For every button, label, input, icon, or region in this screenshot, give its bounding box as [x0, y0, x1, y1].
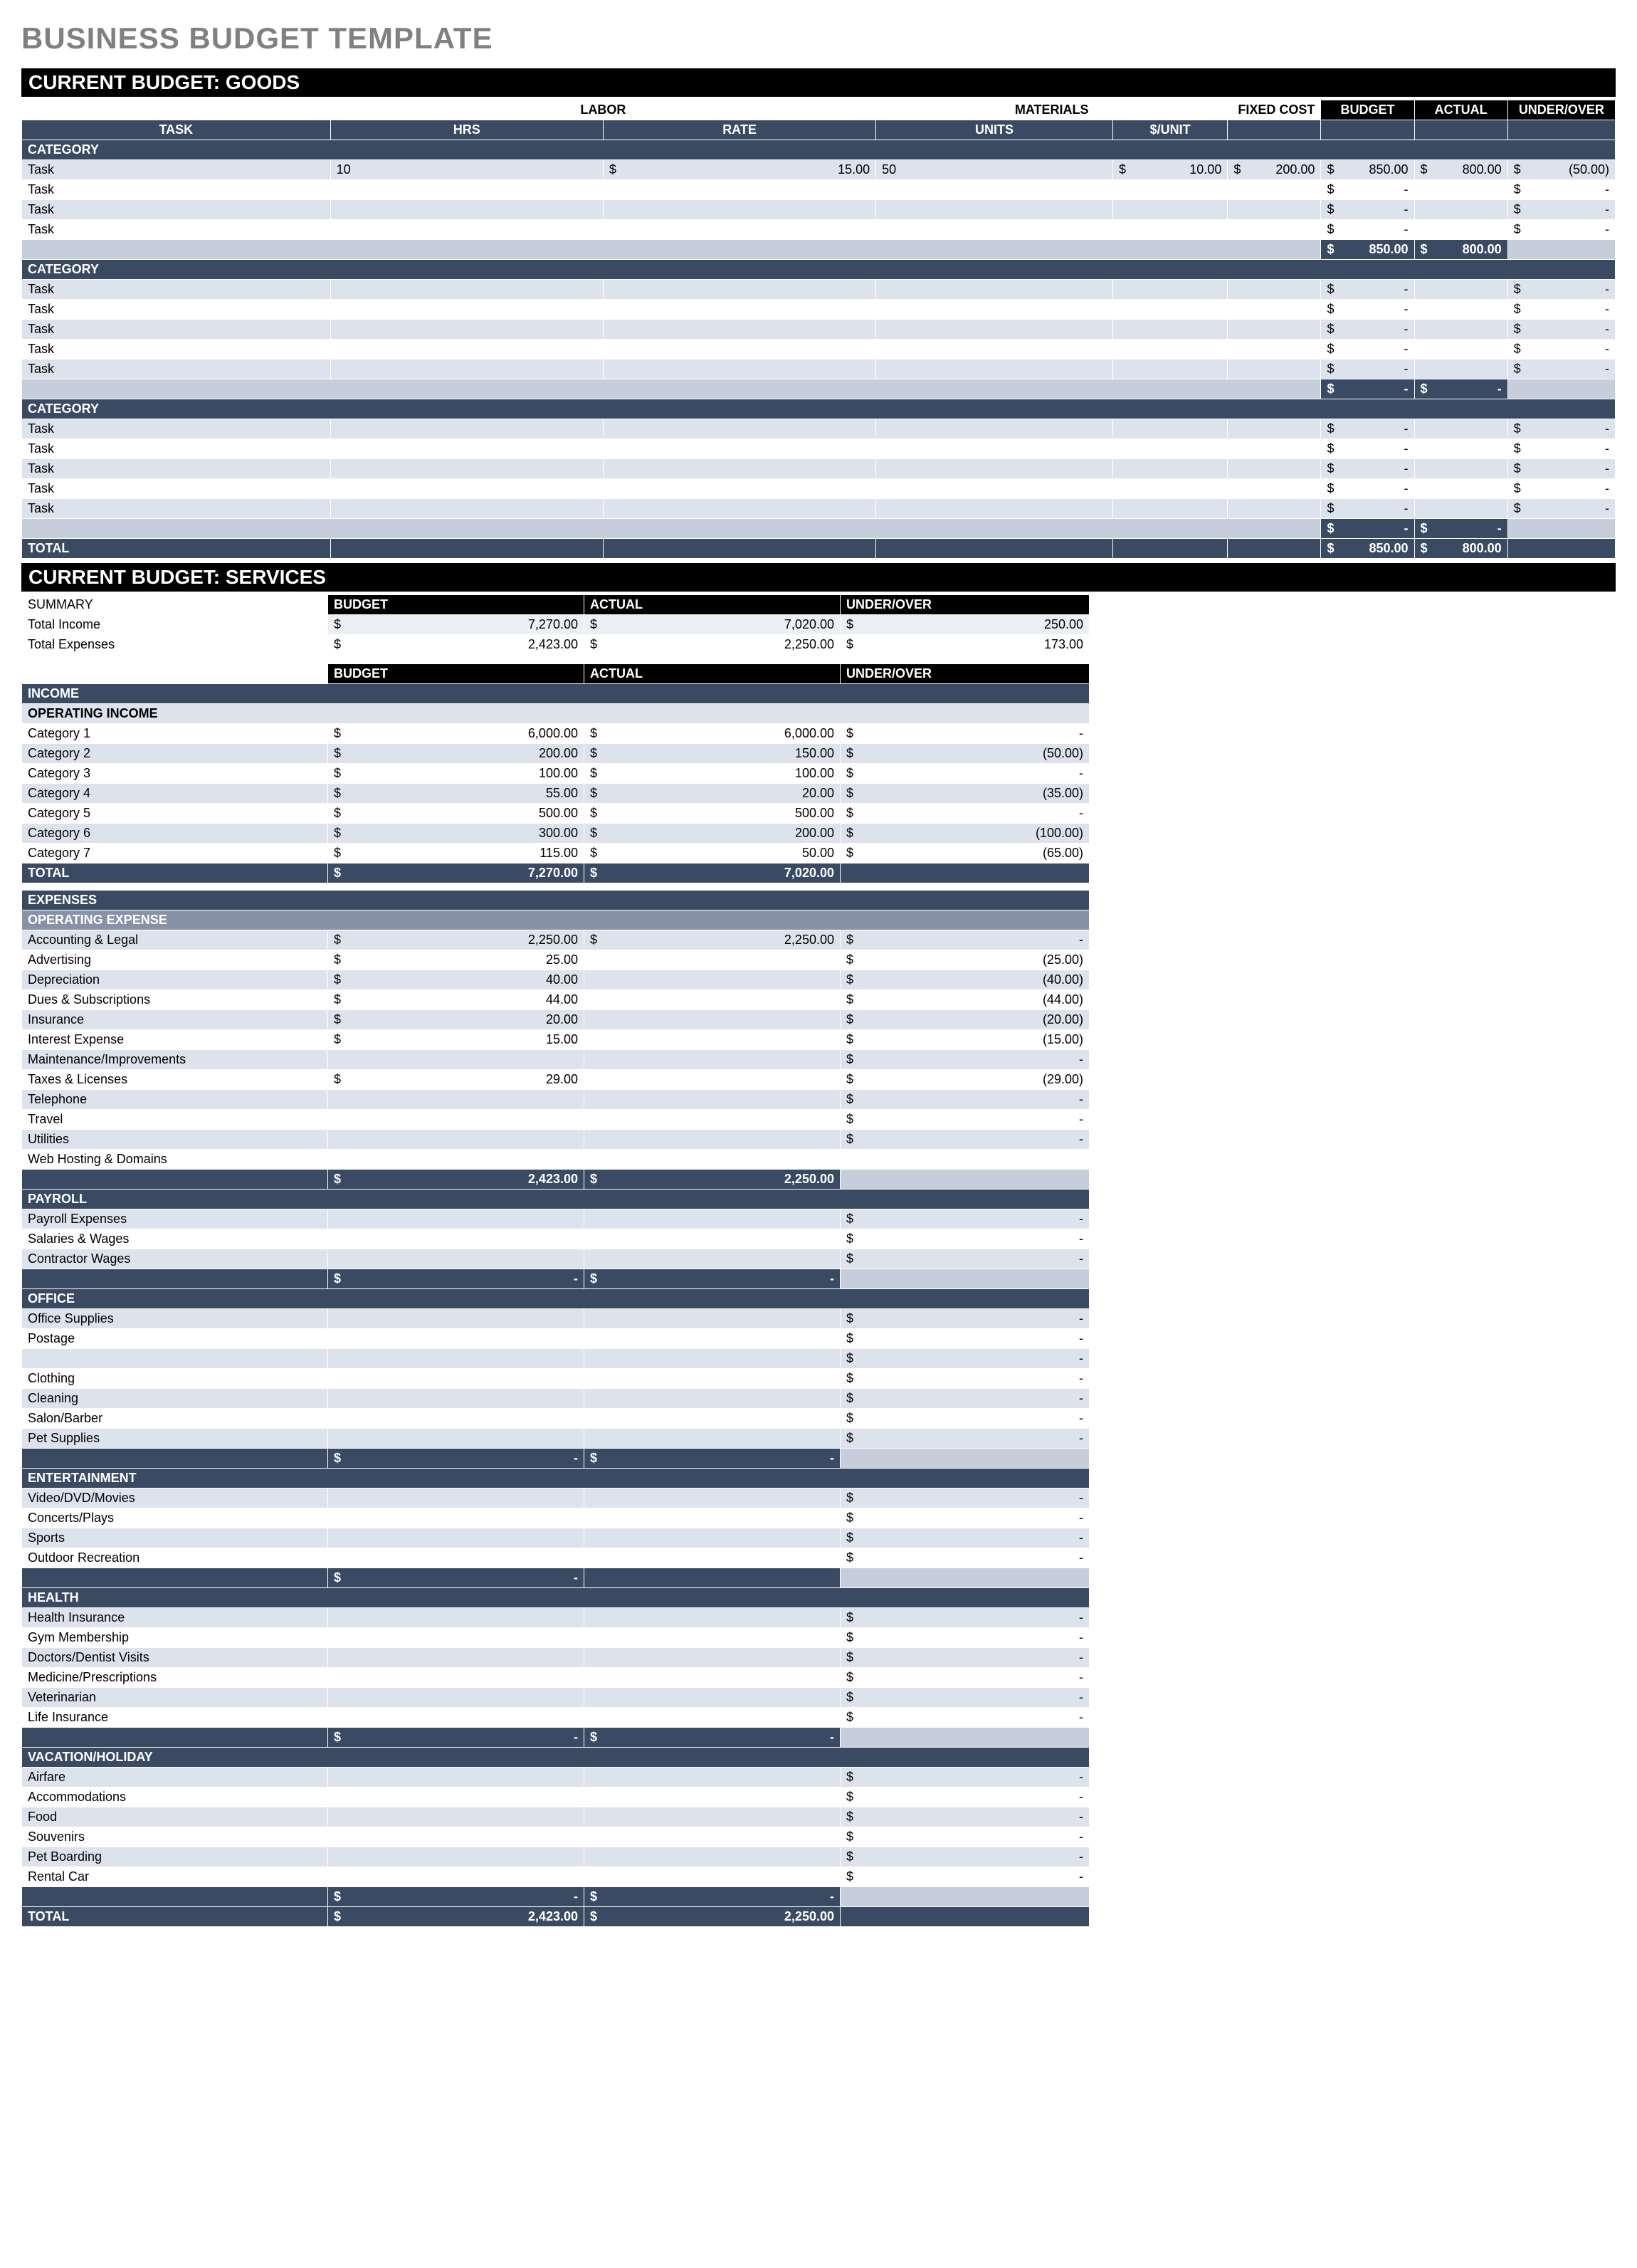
goods-category-header: CATEGORY [22, 399, 1616, 419]
expense-row: Souvenirs$- [22, 1827, 1090, 1847]
goods-table: LABOR MATERIALS FIXED COST BUDGET ACTUAL… [21, 100, 1616, 559]
goods-row: Task$-$- [22, 359, 1616, 379]
goods-row: Task$-$- [22, 200, 1616, 220]
expense-row: Accommodations$- [22, 1787, 1090, 1807]
goods-row: Task$-$- [22, 280, 1616, 300]
goods-row: Task10$15.0050$10.00$200.00$850.00$800.0… [22, 160, 1616, 180]
expense-row: Contractor Wages$- [22, 1249, 1090, 1269]
services-summary-table: SUMMARY BUDGET ACTUAL UNDER/OVER Total I… [21, 594, 1090, 655]
page-title: BUSINESS BUDGET TEMPLATE [21, 21, 1616, 56]
goods-row: Task$-$- [22, 180, 1616, 200]
expense-row: Travel$- [22, 1110, 1090, 1130]
expense-row: Salon/Barber$- [22, 1409, 1090, 1429]
services-total: TOTAL $2,423.00 $2,250.00 [22, 1907, 1090, 1927]
expense-row: Clothing$- [22, 1369, 1090, 1389]
expense-group-header: HEALTH [22, 1588, 1090, 1608]
expense-row: Sports$- [22, 1528, 1090, 1548]
goods-subtotal: $-$- [22, 519, 1616, 539]
expense-row: Video/DVD/Movies$- [22, 1489, 1090, 1508]
income-row: Category 4$55.00$20.00$(35.00) [22, 784, 1090, 804]
goods-row: Task$-$- [22, 479, 1616, 499]
expense-row: Gym Membership$- [22, 1628, 1090, 1648]
expense-row: Life Insurance$- [22, 1708, 1090, 1728]
income-row: Category 6$300.00$200.00$(100.00) [22, 824, 1090, 844]
section-goods-heading: CURRENT BUDGET: GOODS [21, 68, 1616, 97]
expense-group-header: ENTERTAINMENT [22, 1469, 1090, 1489]
expense-row: Utilities$- [22, 1130, 1090, 1150]
goods-row: Task$-$- [22, 459, 1616, 479]
expense-row: Concerts/Plays$- [22, 1508, 1090, 1528]
summary-row: Total Expenses$2,423.00$2,250.00$173.00 [22, 635, 1090, 655]
goods-total-row: TOTAL $850.00 $800.00 [22, 539, 1616, 559]
expense-group-header: OPERATING EXPENSE [22, 910, 1090, 930]
expense-group-header: VACATION/HOLIDAY [22, 1748, 1090, 1768]
expense-row: Dues & Subscriptions$44.00$(44.00) [22, 990, 1090, 1010]
expense-row: Advertising$25.00$(25.00) [22, 950, 1090, 970]
expense-row: Medicine/Prescriptions$- [22, 1668, 1090, 1688]
expense-row: Maintenance/Improvements$- [22, 1050, 1090, 1070]
expense-row: Outdoor Recreation$- [22, 1548, 1090, 1568]
expense-subtotal: $2,423.00$2,250.00 [22, 1170, 1090, 1190]
expense-row: Pet Boarding$- [22, 1847, 1090, 1867]
services-detail-table: BUDGET ACTUAL UNDER/OVER INCOME OPERATIN… [21, 663, 1090, 1927]
expense-row: Payroll Expenses$- [22, 1209, 1090, 1229]
expense-row: Taxes & Licenses$29.00$(29.00) [22, 1070, 1090, 1090]
section-services-heading: CURRENT BUDGET: SERVICES [21, 563, 1616, 592]
income-row: Category 3$100.00$100.00$- [22, 764, 1090, 784]
expense-row: Veterinarian$- [22, 1688, 1090, 1708]
goods-subtotal: $850.00$800.00 [22, 240, 1616, 260]
summary-row: Total Income$7,270.00$7,020.00$250.00 [22, 615, 1090, 635]
goods-row: Task$-$- [22, 419, 1616, 439]
income-row: Category 1$6,000.00$6,000.00$- [22, 724, 1090, 744]
expense-row: Postage$- [22, 1329, 1090, 1349]
expense-row: Telephone$- [22, 1090, 1090, 1110]
goods-row: Task$-$- [22, 439, 1616, 459]
goods-header: TASK HRS RATE UNITS $/UNIT [22, 120, 1616, 140]
goods-subtotal: $-$- [22, 379, 1616, 399]
expense-row: Accounting & Legal$2,250.00$2,250.00$- [22, 930, 1090, 950]
goods-category-header: CATEGORY [22, 140, 1616, 160]
expense-subtotal: $-$- [22, 1887, 1090, 1907]
income-row: Category 7$115.00$50.00$(65.00) [22, 844, 1090, 863]
goods-category-header: CATEGORY [22, 260, 1616, 280]
expense-row: Web Hosting & Domains [22, 1150, 1090, 1170]
income-row: Category 5$500.00$500.00$- [22, 804, 1090, 824]
goods-row: Task$-$- [22, 220, 1616, 240]
expense-row: Interest Expense$15.00$(15.00) [22, 1030, 1090, 1050]
expense-row: Health Insurance$- [22, 1608, 1090, 1628]
expense-row: Food$- [22, 1807, 1090, 1827]
goods-row: Task$-$- [22, 340, 1616, 359]
goods-row: Task$-$- [22, 300, 1616, 320]
expense-row: Rental Car$- [22, 1867, 1090, 1887]
goods-superheader: LABOR MATERIALS FIXED COST BUDGET ACTUAL… [22, 100, 1616, 120]
income-row: Category 2$200.00$150.00$(50.00) [22, 744, 1090, 764]
expense-subtotal: $-$- [22, 1728, 1090, 1748]
expense-row: Insurance$20.00$(20.00) [22, 1010, 1090, 1030]
expense-row: Pet Supplies$- [22, 1429, 1090, 1449]
summary-label: SUMMARY [22, 595, 328, 615]
expense-group-header: OFFICE [22, 1289, 1090, 1309]
expense-group-header: PAYROLL [22, 1190, 1090, 1209]
goods-row: Task$-$- [22, 499, 1616, 519]
expense-row: Office Supplies$- [22, 1309, 1090, 1329]
expense-subtotal: $- [22, 1568, 1090, 1588]
expense-row: Salaries & Wages$- [22, 1229, 1090, 1249]
expense-row: Depreciation$40.00$(40.00) [22, 970, 1090, 990]
expense-row: Doctors/Dentist Visits$- [22, 1648, 1090, 1668]
income-total: TOTAL $7,270.00 $7,020.00 [22, 863, 1090, 883]
expense-row: $- [22, 1349, 1090, 1369]
expense-row: Cleaning$- [22, 1389, 1090, 1409]
goods-row: Task$-$- [22, 320, 1616, 340]
expense-subtotal: $-$- [22, 1449, 1090, 1469]
expense-subtotal: $-$- [22, 1269, 1090, 1289]
expense-row: Airfare$- [22, 1768, 1090, 1787]
